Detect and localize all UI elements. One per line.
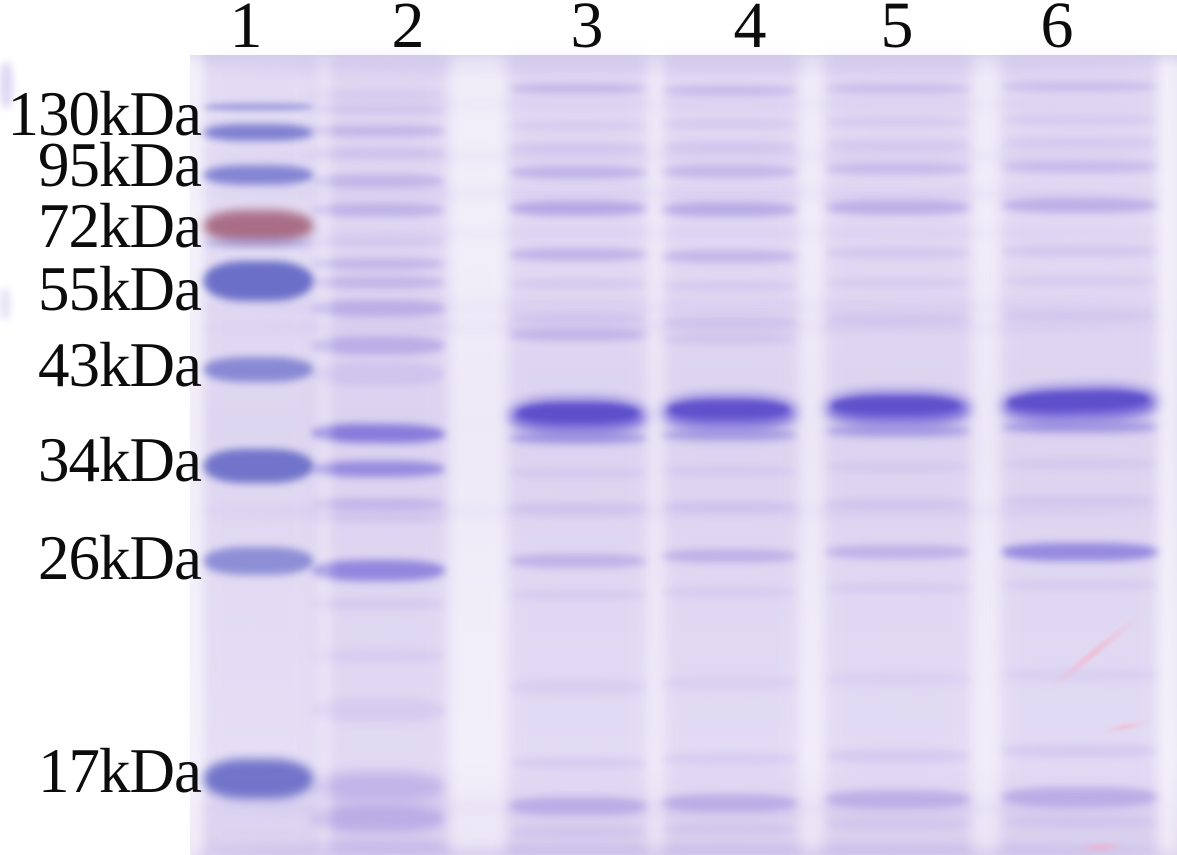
marker-label-17kDa: 17kDa [38, 736, 202, 807]
marker-label-130kDa: 130kDa [7, 79, 202, 150]
gel-membrane [190, 55, 1177, 855]
marker-label-43kDa: 43kDa [38, 330, 202, 401]
lane-label-3: 3 [570, 0, 604, 62]
lane-label-5: 5 [880, 0, 914, 62]
marker-label-34kDa: 34kDa [38, 425, 202, 496]
lane-label-4: 4 [733, 0, 767, 62]
lane-label-6: 6 [1040, 0, 1074, 62]
marker-label-55kDa: 55kDa [38, 254, 202, 325]
marker-label-95kDa: 95kDa [38, 130, 202, 201]
lane-label-1: 1 [229, 0, 263, 62]
lane-label-2: 2 [391, 0, 425, 62]
marker-label-72kDa: 72kDa [38, 191, 202, 262]
marker-label-26kDa: 26kDa [38, 523, 202, 594]
